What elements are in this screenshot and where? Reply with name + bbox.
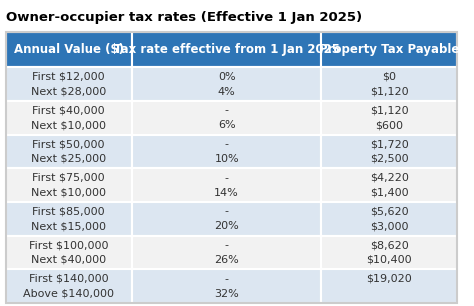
- Text: First $40,000
Next $10,000: First $40,000 Next $10,000: [31, 105, 106, 130]
- Bar: [132, 101, 321, 135]
- Bar: [6, 269, 132, 303]
- Text: -
6%: - 6%: [218, 105, 236, 130]
- Text: Tax rate effective from 1 Jan 2025: Tax rate effective from 1 Jan 2025: [114, 43, 340, 56]
- Bar: [321, 32, 457, 67]
- Text: 0%
4%: 0% 4%: [218, 72, 236, 97]
- Text: $1,120
$600: $1,120 $600: [370, 105, 409, 130]
- Text: -
26%: - 26%: [214, 240, 239, 265]
- Bar: [6, 135, 132, 168]
- Bar: [6, 32, 457, 303]
- Bar: [321, 236, 457, 269]
- Text: Property Tax Payable: Property Tax Payable: [319, 43, 459, 56]
- Text: -
10%: - 10%: [214, 139, 239, 164]
- Text: First $140,000
Above $140,000: First $140,000 Above $140,000: [23, 274, 114, 299]
- Bar: [6, 236, 132, 269]
- Text: First $50,000
Next $25,000: First $50,000 Next $25,000: [31, 139, 106, 164]
- Text: Annual Value ($): Annual Value ($): [14, 43, 124, 56]
- Text: $1,720
$2,500: $1,720 $2,500: [370, 139, 409, 164]
- Text: First $75,000
Next $10,000: First $75,000 Next $10,000: [31, 173, 106, 198]
- Bar: [321, 135, 457, 168]
- Bar: [132, 135, 321, 168]
- Bar: [6, 67, 132, 101]
- Bar: [6, 32, 132, 67]
- Bar: [132, 236, 321, 269]
- Text: First $85,000
Next $15,000: First $85,000 Next $15,000: [31, 206, 106, 231]
- Bar: [321, 67, 457, 101]
- Bar: [321, 101, 457, 135]
- Bar: [321, 202, 457, 236]
- Text: -
14%: - 14%: [214, 173, 239, 198]
- Text: $5,620
$3,000: $5,620 $3,000: [370, 206, 409, 231]
- Text: $0
$1,120: $0 $1,120: [370, 72, 409, 97]
- Text: First $12,000
Next $28,000: First $12,000 Next $28,000: [31, 72, 106, 97]
- Bar: [6, 101, 132, 135]
- Bar: [6, 168, 132, 202]
- Bar: [132, 67, 321, 101]
- Bar: [132, 269, 321, 303]
- Bar: [132, 168, 321, 202]
- Bar: [321, 168, 457, 202]
- Text: $4,220
$1,400: $4,220 $1,400: [370, 173, 409, 198]
- Text: $8,620
$10,400: $8,620 $10,400: [366, 240, 412, 265]
- Bar: [132, 202, 321, 236]
- Text: First $100,000
Next $40,000: First $100,000 Next $40,000: [29, 240, 109, 265]
- Bar: [321, 269, 457, 303]
- Bar: [6, 202, 132, 236]
- Text: -
20%: - 20%: [214, 206, 239, 231]
- Bar: [132, 32, 321, 67]
- Text: -
32%: - 32%: [214, 274, 239, 299]
- Text: Owner-occupier tax rates (Effective 1 Jan 2025): Owner-occupier tax rates (Effective 1 Ja…: [6, 11, 362, 24]
- Text: $19,020: $19,020: [366, 274, 412, 299]
